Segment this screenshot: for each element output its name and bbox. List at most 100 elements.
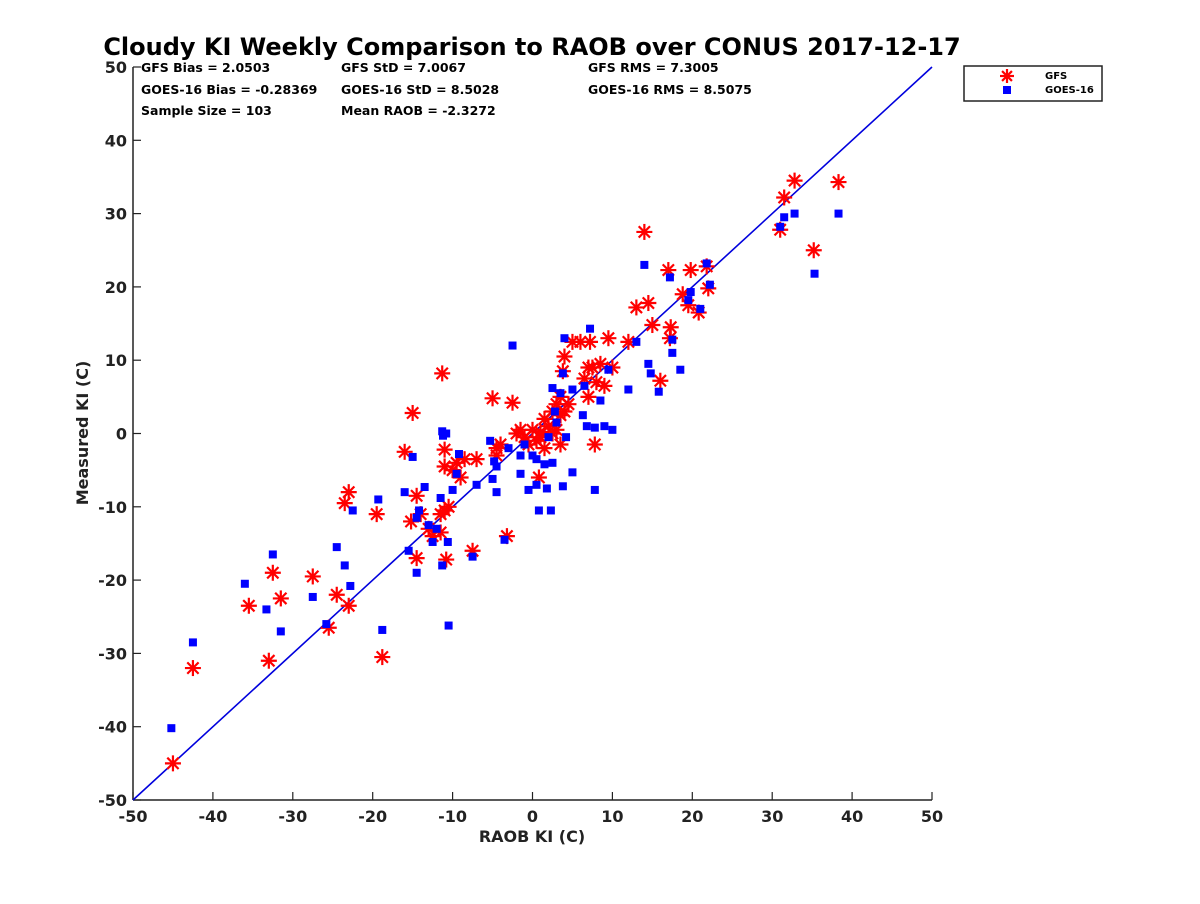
- goes16-point: [780, 213, 789, 222]
- goes16-point: [516, 451, 525, 460]
- legend-gfs-label: GFS: [1045, 71, 1067, 82]
- gfs-point: [662, 319, 679, 336]
- gfs-point: [396, 443, 413, 460]
- goes16-point: [490, 457, 499, 466]
- goes16-point: [454, 450, 463, 459]
- goes16-point: [472, 480, 481, 489]
- gfs-point: [304, 568, 321, 585]
- goes16-point: [443, 537, 452, 546]
- goes16-point: [705, 280, 714, 289]
- goes16-point: [600, 422, 609, 431]
- goes16-point: [596, 396, 605, 405]
- gfs-point: [582, 333, 599, 350]
- goes16-point: [548, 384, 557, 393]
- y-tick-label: -20: [98, 571, 127, 590]
- goes16-point: [412, 513, 421, 522]
- gfs-point: [600, 330, 617, 347]
- gfs-point: [596, 377, 613, 394]
- goes16-point: [415, 506, 424, 515]
- goes16-point: [348, 506, 357, 515]
- stat-text: GOES-16 Bias = -0.28369: [141, 82, 317, 97]
- x-tick-label: -30: [278, 807, 307, 826]
- goes16-point: [590, 485, 599, 494]
- stat-text: GFS Bias = 2.0503: [141, 60, 270, 75]
- goes16-point: [532, 455, 541, 464]
- stat-text: Sample Size = 103: [141, 103, 272, 118]
- gfs-point: [586, 436, 603, 453]
- x-tick-label: 50: [921, 807, 943, 826]
- x-tick-label: 20: [681, 807, 703, 826]
- gfs-point: [830, 174, 847, 191]
- goes16-point: [582, 422, 591, 431]
- goes16-point: [604, 365, 613, 374]
- goes16-point: [448, 485, 457, 494]
- goes16-point: [644, 359, 653, 368]
- x-tick-label: 30: [761, 807, 783, 826]
- stat-text: GOES-16 StD = 8.5028: [341, 82, 499, 97]
- gfs-point: [628, 299, 645, 316]
- gfs-point: [328, 586, 345, 603]
- gfs-point: [644, 317, 661, 334]
- goes16-point: [516, 469, 525, 478]
- goes16-point: [640, 260, 649, 269]
- goes16-point: [684, 296, 693, 305]
- goes16-point: [500, 535, 509, 544]
- goes16-point: [586, 324, 595, 333]
- gfs-point: [434, 365, 451, 382]
- goes16-point: [686, 288, 695, 297]
- gfs-point: [620, 333, 637, 350]
- gfs-point: [468, 451, 485, 468]
- gfs-point: [776, 189, 793, 206]
- gfs-point: [805, 242, 822, 259]
- goes16-point: [562, 433, 571, 442]
- gfs-point: [408, 550, 425, 567]
- gfs-point: [184, 660, 201, 677]
- goes16-point: [408, 452, 417, 461]
- goes16-point: [452, 469, 461, 478]
- gfs-point: [504, 394, 521, 411]
- goes16-point: [556, 389, 565, 398]
- goes16-point: [268, 550, 277, 559]
- gfs-point: [272, 590, 289, 607]
- goes16-point: [665, 273, 674, 282]
- x-tick-label: 0: [527, 807, 538, 826]
- goes16-point: [646, 369, 655, 378]
- goes16-point: [488, 474, 497, 483]
- gfs-point: [652, 372, 669, 389]
- y-tick-label: -40: [98, 718, 127, 737]
- gfs-point: [640, 295, 657, 312]
- goes16-point: [428, 537, 437, 546]
- statistics-block: GFS Bias = 2.0503 GFS StD = 7.0067 GFS RMS…: [141, 60, 752, 118]
- gfs-point: [536, 440, 553, 457]
- goes16-point: [540, 460, 549, 469]
- goes16-point: [424, 521, 433, 530]
- goes16-point: [276, 627, 285, 636]
- goes16-point: [524, 485, 533, 494]
- goes16-point: [492, 462, 501, 471]
- gfs-point: [260, 652, 277, 669]
- gfs-point: [368, 506, 385, 523]
- goes16-point: [632, 337, 641, 346]
- goes16-point: [624, 385, 633, 394]
- goes16-point: [558, 369, 567, 378]
- goes16-point: [552, 418, 561, 427]
- goes16-point: [420, 483, 429, 492]
- goes16-point: [444, 621, 453, 630]
- y-tick-label: -10: [98, 498, 127, 517]
- goes16-point: [340, 561, 349, 570]
- x-tick-label: 10: [601, 807, 623, 826]
- gfs-point: [404, 404, 421, 421]
- gfs-point: [436, 441, 453, 458]
- gfs-point: [786, 172, 803, 189]
- goes16-point: [240, 579, 249, 588]
- y-tick-label: -30: [98, 644, 127, 663]
- goes16-point: [568, 385, 577, 394]
- legend-goes16-marker: [1003, 86, 1011, 94]
- y-axis-label: Measured KI (C): [73, 361, 92, 506]
- goes16-point: [608, 425, 617, 434]
- goes16-point: [468, 552, 477, 561]
- goes16-point: [438, 561, 447, 570]
- chart-title: Cloudy KI Weekly Comparison to RAOB over…: [103, 33, 960, 61]
- x-axis-label: RAOB KI (C): [479, 827, 585, 846]
- x-tick-label: -40: [198, 807, 227, 826]
